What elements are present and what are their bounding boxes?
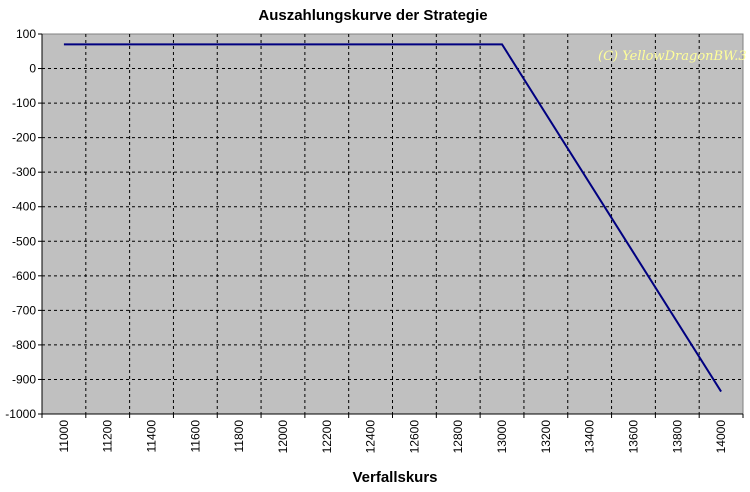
y-tick-label: -500 <box>12 234 36 248</box>
x-tick-label: 11200 <box>101 420 115 453</box>
y-tick-label: -100 <box>12 96 36 110</box>
plot-area <box>41 33 744 415</box>
x-tick-label: 13400 <box>583 420 597 454</box>
y-tick-label: -1000 <box>5 407 36 421</box>
x-tick-label: 13800 <box>670 420 684 454</box>
x-tick-label: 12000 <box>276 420 290 454</box>
y-tick-label: -800 <box>12 338 36 352</box>
x-tick-label: 13000 <box>495 420 509 454</box>
payoff-line <box>63 43 722 393</box>
y-tick-label: -300 <box>12 165 36 179</box>
y-tick-labels: 100 0 -100 -200 -300 -400 -500 -600 -700 -800 -900… <box>5 27 36 421</box>
y-tick-label: 0 <box>29 62 36 76</box>
y-tick-label: -200 <box>12 131 36 145</box>
axes <box>38 33 744 418</box>
x-tick-label: 12600 <box>407 420 421 454</box>
y-tick-label: -400 <box>12 200 36 214</box>
x-tick-label: 11600 <box>188 420 202 453</box>
x-tick-label: 12400 <box>364 420 378 454</box>
y-tick-label: -700 <box>12 303 36 317</box>
x-tick-label: 12800 <box>451 420 465 454</box>
x-tick-label: 13200 <box>539 420 553 454</box>
x-tick-label: 12200 <box>320 420 334 454</box>
x-tick-label: 14000 <box>714 420 728 454</box>
y-tick-label: -900 <box>12 372 36 386</box>
x-tick-labels: 11000 11200 11400 11600 11800 12000 12200 12400… <box>57 420 728 454</box>
x-tick-label: 11000 <box>57 420 71 453</box>
chart-title: Auszahlungskurve der Strategie <box>258 7 487 24</box>
x-tick-label: 13600 <box>626 420 640 454</box>
series-layer <box>63 43 722 393</box>
y-tick-label: -600 <box>12 269 36 283</box>
y-tick-label: 100 <box>16 27 36 41</box>
x-axis-title: Verfallskurs <box>352 469 437 486</box>
x-tick-label: 11800 <box>232 420 246 453</box>
watermark-text: (C) YellowDragonBW.3 <box>598 49 747 64</box>
x-tick-label: 11400 <box>145 420 159 453</box>
